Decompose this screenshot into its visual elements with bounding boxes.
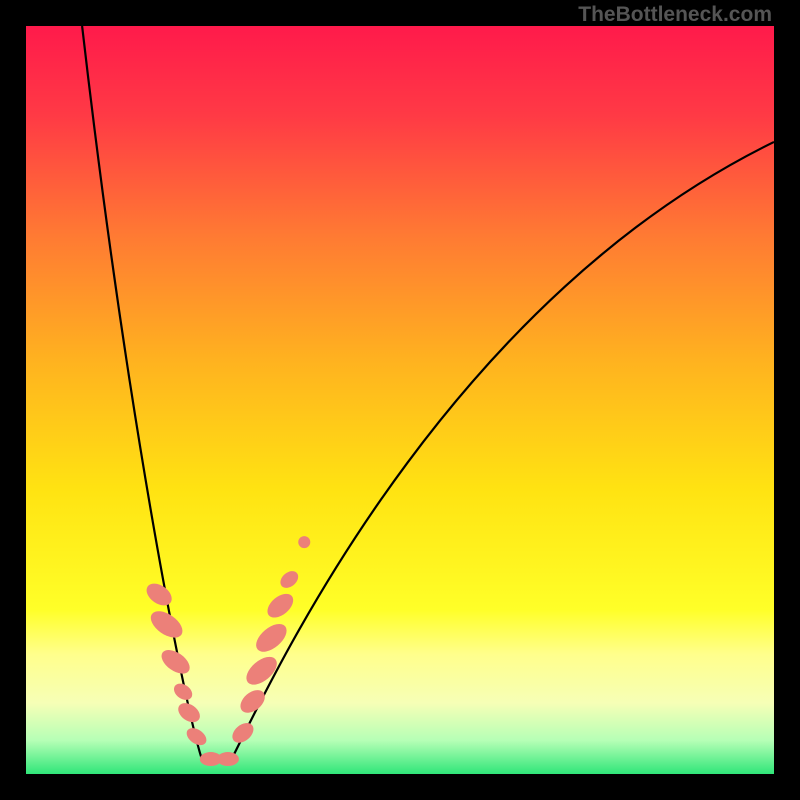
curve-marker [251, 619, 291, 657]
curve-marker [217, 752, 239, 766]
curve-marker [277, 568, 301, 592]
curve-marker [263, 589, 298, 622]
plot-area [26, 26, 774, 774]
curve-marker [175, 699, 204, 726]
bottleneck-curve [82, 26, 774, 759]
chart-overlay [26, 26, 774, 774]
curve-marker [146, 606, 187, 643]
curve-marker [184, 725, 210, 749]
curve-marker [143, 579, 176, 610]
curve-marker [236, 686, 269, 718]
watermark-text: TheBottleneck.com [578, 3, 772, 27]
curve-marker [298, 536, 310, 548]
curve-marker [229, 719, 258, 747]
